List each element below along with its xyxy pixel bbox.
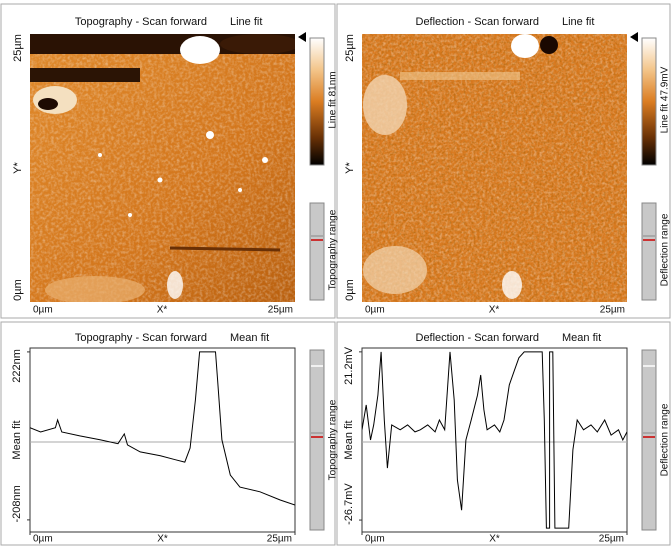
y-axis-label: Mean fit bbox=[343, 420, 355, 459]
colorbar-label: Line fit 47.9mV bbox=[660, 66, 671, 133]
y-axis-label: Y* bbox=[12, 161, 24, 173]
y-axis-label: Y* bbox=[344, 161, 356, 173]
fit-method: Line fit bbox=[230, 16, 262, 28]
y-tick-label: -208nm bbox=[11, 485, 23, 522]
range-label: Deflection range bbox=[660, 403, 671, 476]
y-axis-label: Mean fit bbox=[11, 420, 23, 459]
x-tick-label: 25µm bbox=[599, 534, 624, 545]
x-axis-label: X* bbox=[489, 534, 500, 545]
x-tick-label: 25µm bbox=[267, 534, 292, 545]
y-tick-label: 21.2mV bbox=[343, 346, 355, 385]
x-axis-label: X* bbox=[157, 305, 168, 316]
panel-title: Topography - Scan forward bbox=[75, 16, 207, 28]
panel-title: Deflection - Scan forward bbox=[416, 16, 540, 28]
x-axis-label: X* bbox=[157, 534, 168, 545]
range-slider[interactable] bbox=[642, 203, 656, 300]
afm-window: Topography - Scan forward Line fit 25µm Y* 0… bbox=[0, 0, 671, 546]
y-tick-label: -26.7mV bbox=[343, 483, 355, 525]
colorbar bbox=[642, 38, 656, 165]
y-tick-label: 25µm bbox=[344, 34, 356, 62]
x-tick-label: 0µm bbox=[33, 534, 53, 545]
fit-method: Line fit bbox=[562, 16, 594, 28]
fit-method: Mean fit bbox=[562, 332, 601, 344]
panel-title: Topography - Scan forward bbox=[75, 332, 207, 344]
x-tick-label: 0µm bbox=[365, 534, 385, 545]
deflection-image bbox=[362, 34, 627, 302]
colorbar-label: Line fit 81nm bbox=[328, 71, 339, 128]
x-tick-label: 0µm bbox=[365, 305, 385, 316]
colorbar bbox=[310, 38, 324, 165]
range-label: Topography range bbox=[328, 209, 339, 290]
y-tick-label: 0µm bbox=[12, 279, 24, 301]
y-tick-label: 25µm bbox=[12, 34, 24, 62]
x-tick-label: 25µm bbox=[600, 305, 625, 316]
fit-method: Mean fit bbox=[230, 332, 269, 344]
range-label: Topography range bbox=[328, 399, 339, 480]
x-tick-label: 0µm bbox=[33, 305, 53, 316]
range-slider[interactable] bbox=[642, 350, 656, 530]
range-slider[interactable] bbox=[310, 350, 324, 530]
plot-area bbox=[362, 348, 627, 532]
topography-image bbox=[30, 34, 300, 304]
x-tick-label: 25µm bbox=[268, 305, 293, 316]
y-tick-label: 222nm bbox=[11, 349, 23, 383]
plot-area bbox=[30, 348, 295, 532]
panel-title: Deflection - Scan forward bbox=[416, 332, 540, 344]
range-label: Deflection range bbox=[660, 213, 671, 286]
y-tick-label: 0µm bbox=[344, 279, 356, 301]
range-slider[interactable] bbox=[310, 203, 324, 300]
x-axis-label: X* bbox=[489, 305, 500, 316]
